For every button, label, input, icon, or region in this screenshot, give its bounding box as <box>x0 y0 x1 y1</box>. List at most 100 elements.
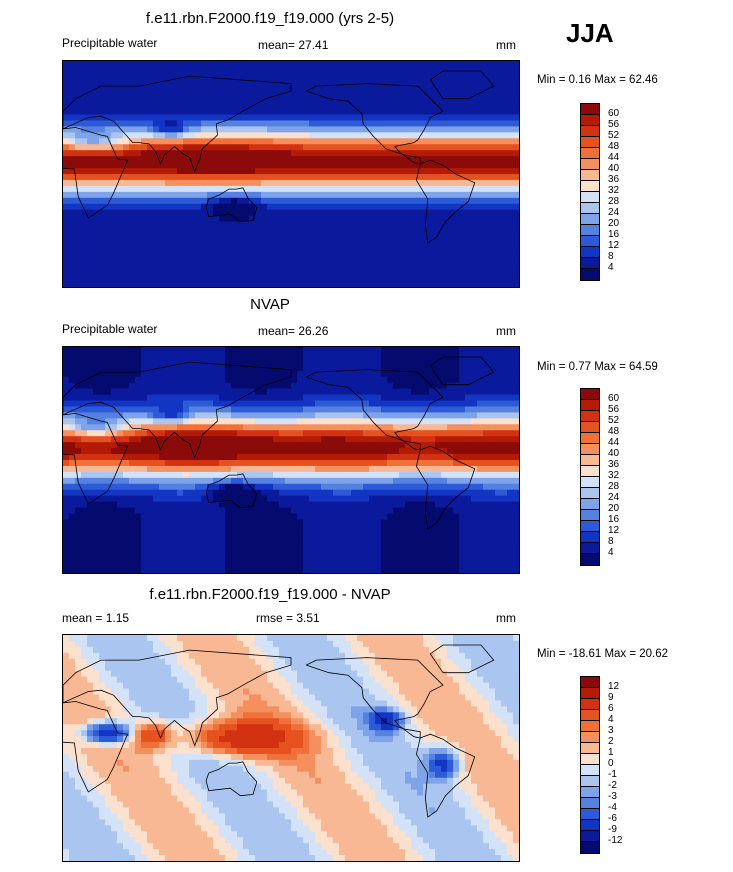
colorbar-segment <box>581 488 599 499</box>
colorbar-segment <box>581 236 599 247</box>
colorbar-tick-label: 56 <box>608 119 620 130</box>
map-field-cells <box>63 347 519 573</box>
colorbar-tick-label: 36 <box>608 459 620 470</box>
colorbar-tick-label: 12 <box>608 525 620 536</box>
colorbar-segment <box>581 787 599 798</box>
colorbar-segment <box>581 170 599 181</box>
colorbar-tick-label: 44 <box>608 437 620 448</box>
colorbar-segment <box>581 532 599 543</box>
colorbar-segment <box>581 466 599 477</box>
colorbar-tick-label: 4 <box>608 714 614 725</box>
panel-3-rmse-label: rmse = 3.51 <box>256 611 320 625</box>
panel-1-colorbar <box>580 103 600 281</box>
colorbar-segment <box>581 444 599 455</box>
panel-2-title: NVAP <box>250 296 290 313</box>
map-field-cells <box>63 635 519 861</box>
colorbar-segment <box>581 247 599 258</box>
colorbar-tick-label: 40 <box>608 448 620 459</box>
colorbar-segment <box>581 543 599 554</box>
colorbar-segment <box>581 554 599 565</box>
colorbar-tick-label: 52 <box>608 415 620 426</box>
colorbar-segment <box>581 422 599 433</box>
colorbar-tick-label: -1 <box>608 769 617 780</box>
colorbar-segment <box>581 499 599 510</box>
colorbar-segment <box>581 225 599 236</box>
colorbar-tick-label: 12 <box>608 681 620 692</box>
colorbar-segment <box>581 776 599 787</box>
coastline <box>306 83 444 165</box>
panel-3-mean-label: mean = 1.15 <box>62 611 130 625</box>
colorbar-segment <box>581 214 599 225</box>
colorbar-segment <box>581 521 599 532</box>
coastline <box>306 657 444 739</box>
coastline <box>63 413 129 505</box>
colorbar-tick-label: 1 <box>608 747 614 758</box>
colorbar-segment <box>581 104 599 115</box>
coastline-outlines <box>63 644 495 818</box>
colorbar-tick-label: -4 <box>608 802 617 813</box>
season-label: JJA <box>566 18 614 48</box>
coastline <box>63 75 292 173</box>
panel-2-mean-label: mean= 26.26 <box>258 324 329 338</box>
colorbar-tick-label: -6 <box>608 813 617 824</box>
panel-3-title: f.e11.rbn.F2000.f19_f19.000 - NVAP <box>149 586 391 603</box>
panel-3-map-field <box>63 635 519 861</box>
colorbar-segment <box>581 258 599 269</box>
coastline <box>205 473 258 509</box>
coastline <box>415 445 476 530</box>
coastline <box>63 701 129 793</box>
coastline <box>306 369 444 451</box>
coastline-outlines <box>63 70 495 244</box>
panel-2-colorbar <box>580 388 600 566</box>
panel-1-map <box>62 60 520 288</box>
colorbar-tick-label: 44 <box>608 152 620 163</box>
colorbar-segment <box>581 699 599 710</box>
colorbar-segment <box>581 115 599 126</box>
colorbar-tick-label: 16 <box>608 229 620 240</box>
colorbar-tick-label: 24 <box>608 207 620 218</box>
panel-2-minmax: Min = 0.77 Max = 64.59 <box>537 361 658 373</box>
colorbar-tick-label: 9 <box>608 692 614 703</box>
colorbar-tick-label: 40 <box>608 163 620 174</box>
colorbar-tick-label: 4 <box>608 262 614 273</box>
colorbar-tick-label: 4 <box>608 547 614 558</box>
colorbar-segment <box>581 809 599 820</box>
colorbar-tick-label: 52 <box>608 130 620 141</box>
colorbar-tick-label: 60 <box>608 393 620 404</box>
colorbar-segment <box>581 798 599 809</box>
colorbar-tick-label: 28 <box>608 481 620 492</box>
colorbar-tick-label: 24 <box>608 492 620 503</box>
colorbar-tick-label: 60 <box>608 108 620 119</box>
colorbar-segment <box>581 433 599 444</box>
colorbar-segment <box>581 510 599 521</box>
colorbar-tick-label: 56 <box>608 404 620 415</box>
colorbar-tick-label: 3 <box>608 725 614 736</box>
colorbar-segment <box>581 765 599 776</box>
colorbar-segment <box>581 820 599 831</box>
colorbar-tick-label: 48 <box>608 141 620 152</box>
coastline <box>63 649 292 747</box>
colorbar-segment <box>581 754 599 765</box>
colorbar-tick-label: 16 <box>608 514 620 525</box>
colorbar-tick-label: 0 <box>608 758 614 769</box>
panel-1-units: mm <box>496 38 516 52</box>
colorbar-segment <box>581 842 599 853</box>
colorbar-segment <box>581 732 599 743</box>
colorbar-segment <box>581 148 599 159</box>
colorbar-tick-label: 6 <box>608 703 614 714</box>
panel-3-units: mm <box>496 611 516 625</box>
colorbar-segment <box>581 455 599 466</box>
panel-1-title: f.e11.rbn.F2000.f19_f19.000 (yrs 2-5) <box>145 10 395 27</box>
colorbar-tick-label: 20 <box>608 503 620 514</box>
panel-3-minmax: Min = -18.61 Max = 20.62 <box>537 648 669 660</box>
colorbar-tick-label: 8 <box>608 251 614 262</box>
colorbar-segment <box>581 203 599 214</box>
colorbar-segment <box>581 192 599 203</box>
coastline-outlines <box>63 356 495 530</box>
colorbar-segment <box>581 269 599 280</box>
colorbar-tick-label: 28 <box>608 196 620 207</box>
colorbar-tick-label: -9 <box>608 824 617 835</box>
coastline <box>205 761 258 797</box>
panel-2-variable-label: Precipitable water <box>62 322 158 336</box>
panel-1-map-field <box>63 61 519 287</box>
